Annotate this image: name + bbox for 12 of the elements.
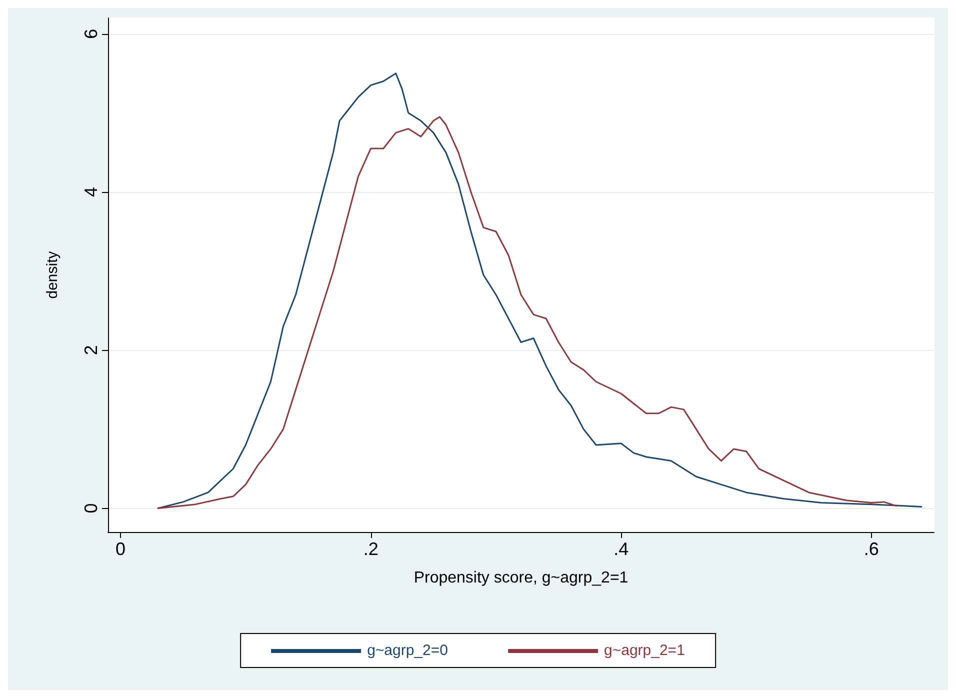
y-tick-label: 4 [81,186,101,197]
text: g~agrp_2=0 [367,642,448,659]
text: g~agrp_2=1 [604,642,685,659]
y-tick-label: 0 [81,503,101,514]
x-tick-label: 0 [116,539,126,559]
y-tick-label: 6 [81,28,101,39]
x-axis-title: Propensity score, g~agrp_2=1 [414,570,628,586]
y-tick-label: 2 [81,345,101,356]
y-axis-title: density [44,250,61,299]
x-tick-label: .4 [614,539,629,559]
x-tick-label: .6 [864,539,879,559]
x-tick-label: .2 [363,539,378,559]
